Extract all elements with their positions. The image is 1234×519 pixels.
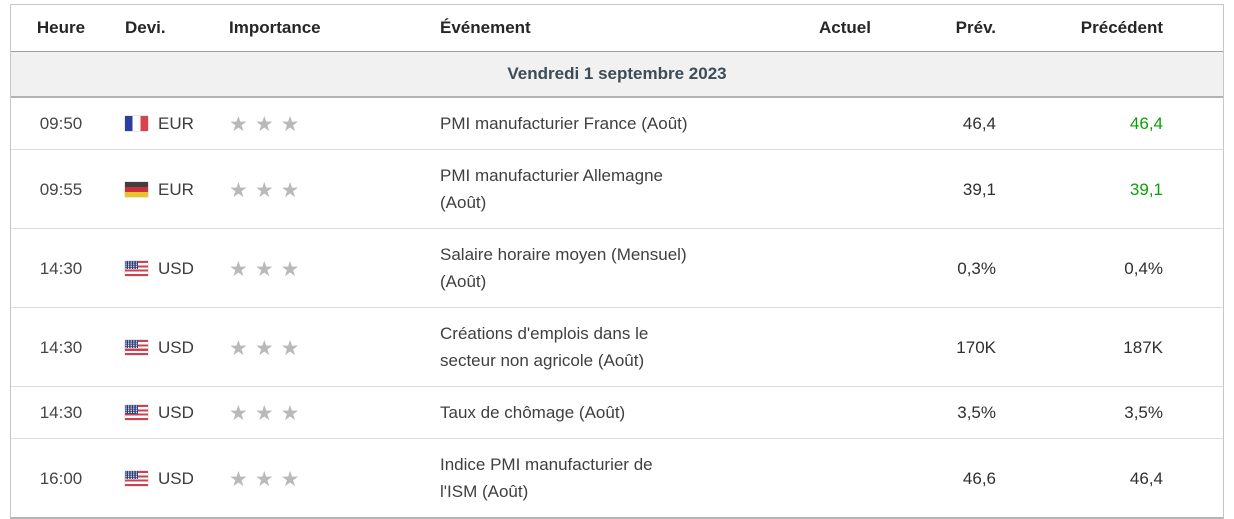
importance-stars: ★ ★ ★ bbox=[229, 465, 306, 492]
star-icon: ★ bbox=[229, 336, 248, 360]
forecast-value: 46,6 bbox=[962, 468, 996, 488]
currency-code: USD bbox=[158, 403, 194, 422]
event-name[interactable]: Salaire horaire moyen (Mensuel) (Août) bbox=[440, 245, 687, 291]
star-icon: ★ bbox=[254, 113, 274, 137]
forecast-value: 39,1 bbox=[962, 179, 996, 199]
table-row[interactable]: 16:00 USD ★ ★ ★ Indice PMI manufacturier d… bbox=[11, 439, 1223, 518]
event-name[interactable]: PMI manufacturier France (Août) bbox=[440, 114, 688, 133]
column-header-time: Heure bbox=[11, 5, 111, 52]
previous-value: 39,1 bbox=[1129, 179, 1163, 199]
flag-united-states-icon bbox=[125, 405, 148, 420]
column-header-forecast: Prév. bbox=[881, 5, 1006, 52]
event-time: 09:55 bbox=[39, 179, 83, 199]
date-separator-row: Vendredi 1 septembre 2023 bbox=[11, 51, 1223, 98]
flag-germany-icon bbox=[125, 181, 148, 197]
star-icon: ★ bbox=[254, 336, 274, 360]
star-icon: ★ bbox=[229, 257, 248, 281]
flag-united-states-icon bbox=[125, 339, 148, 355]
currency-code: EUR bbox=[158, 114, 194, 133]
star-icon: ★ bbox=[229, 178, 248, 202]
event-time: 14:30 bbox=[39, 258, 83, 278]
importance-stars: ★ ★ ★ bbox=[229, 399, 306, 426]
star-icon: ★ bbox=[280, 336, 300, 360]
flag-france-icon bbox=[125, 116, 148, 131]
forecast-value: 170K bbox=[956, 337, 996, 357]
event-name[interactable]: Taux de chômage (Août) bbox=[440, 403, 626, 422]
economic-calendar: Heure Devi. Importance Événement Actuel … bbox=[10, 4, 1224, 519]
star-icon: ★ bbox=[229, 402, 248, 426]
table-row[interactable]: 09:50 EUR ★ ★ ★ PMI manufacturier France (… bbox=[11, 97, 1223, 150]
date-label: Vendredi 1 septembre 2023 bbox=[11, 51, 1223, 98]
column-header-actual: Actuel bbox=[791, 5, 881, 52]
column-header-event: Événement bbox=[426, 5, 791, 52]
column-header-previous: Précédent bbox=[1006, 5, 1223, 52]
previous-value: 46,4 bbox=[1129, 468, 1163, 488]
event-time: 09:50 bbox=[39, 114, 83, 133]
star-icon: ★ bbox=[280, 467, 300, 491]
previous-value: 187K bbox=[1123, 337, 1163, 357]
previous-value: 3,5% bbox=[1124, 403, 1163, 422]
star-icon: ★ bbox=[254, 402, 274, 426]
currency-code: USD bbox=[158, 258, 194, 278]
star-icon: ★ bbox=[280, 113, 300, 137]
importance-stars: ★ ★ ★ bbox=[229, 334, 306, 361]
flag-united-states-icon bbox=[125, 260, 148, 276]
previous-value: 0,4% bbox=[1124, 258, 1163, 278]
event-name[interactable]: Créations d'emplois dans le secteur non … bbox=[440, 324, 649, 370]
table-row[interactable]: 14:30 USD ★ ★ ★ Salaire horaire moyen (Men… bbox=[11, 229, 1223, 308]
table-header: Heure Devi. Importance Événement Actuel … bbox=[11, 5, 1223, 52]
economic-calendar-table: Heure Devi. Importance Événement Actuel … bbox=[11, 5, 1223, 517]
currency-code: EUR bbox=[158, 179, 194, 199]
importance-stars: ★ ★ ★ bbox=[229, 176, 306, 203]
flag-united-states-icon bbox=[125, 470, 148, 486]
header-row: Heure Devi. Importance Événement Actuel … bbox=[11, 5, 1223, 52]
star-icon: ★ bbox=[254, 467, 274, 491]
star-icon: ★ bbox=[280, 257, 300, 281]
currency-code: USD bbox=[158, 337, 194, 357]
previous-value: 46,4 bbox=[1129, 114, 1163, 133]
star-icon: ★ bbox=[229, 467, 248, 491]
currency-code: USD bbox=[158, 468, 194, 488]
importance-stars: ★ ★ ★ bbox=[229, 255, 306, 282]
star-icon: ★ bbox=[229, 113, 248, 137]
event-time: 14:30 bbox=[39, 337, 83, 357]
forecast-value: 46,4 bbox=[962, 114, 996, 133]
event-time: 16:00 bbox=[39, 468, 83, 488]
forecast-value: 3,5% bbox=[957, 403, 996, 422]
forecast-value: 0,3% bbox=[957, 258, 996, 278]
event-name[interactable]: Indice PMI manufacturier de l'ISM (Août) bbox=[440, 455, 653, 501]
column-header-importance: Importance bbox=[221, 5, 426, 52]
column-header-currency: Devi. bbox=[111, 5, 221, 52]
star-icon: ★ bbox=[254, 178, 274, 202]
event-time: 14:30 bbox=[39, 403, 83, 422]
star-icon: ★ bbox=[280, 402, 300, 426]
star-icon: ★ bbox=[280, 178, 300, 202]
table-row[interactable]: 09:55 EUR ★ ★ ★ PMI manufacturier Allemagn… bbox=[11, 150, 1223, 229]
event-name[interactable]: PMI manufacturier Allemagne (Août) bbox=[440, 166, 663, 212]
table-row[interactable]: 14:30 USD ★ ★ ★ Taux de chômage (Août) 3,5… bbox=[11, 387, 1223, 439]
table-row[interactable]: 14:30 USD ★ ★ ★ Créations d'emplois dans l… bbox=[11, 308, 1223, 387]
star-icon: ★ bbox=[254, 257, 274, 281]
importance-stars: ★ ★ ★ bbox=[229, 110, 306, 137]
